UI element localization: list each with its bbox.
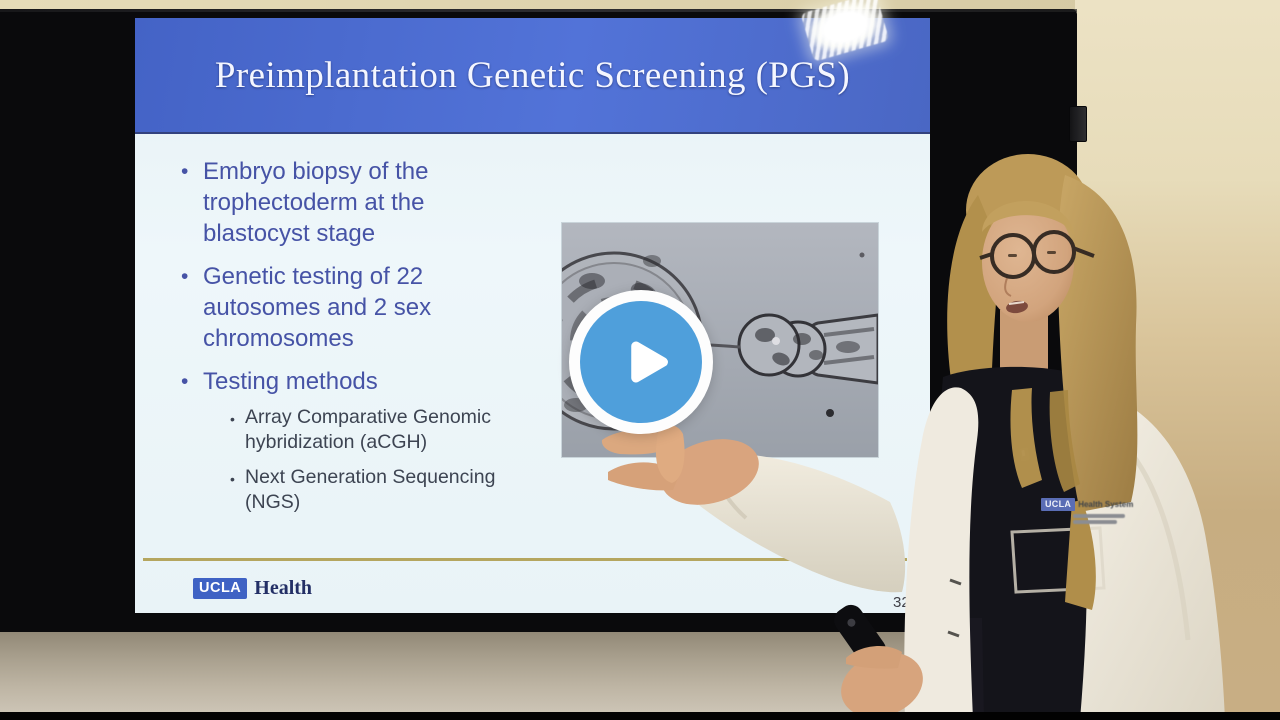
tv-bezel-highlight bbox=[0, 9, 1077, 12]
slide-divider-line bbox=[143, 558, 907, 561]
bullet-text: Embryo biopsy of the trophectoderm at th… bbox=[203, 158, 429, 247]
sub-bullet-marker: • bbox=[230, 471, 235, 487]
bullet-marker: • bbox=[181, 370, 189, 393]
tv-side-button bbox=[1069, 106, 1087, 142]
ucla-logo-text: Health bbox=[254, 577, 313, 599]
slide-title: Preimplantation Genetic Screening (PGS) bbox=[214, 54, 851, 96]
sub-bullet-item: • Array Comparative Genomic hybridizatio… bbox=[230, 405, 502, 455]
bullet-marker: • bbox=[181, 160, 189, 183]
badge-ucla-box: UCLA bbox=[1041, 498, 1076, 511]
play-button-circle bbox=[580, 301, 702, 423]
badge-name-line bbox=[1073, 514, 1125, 518]
sub-bullet-text: Array Comparative Genomic hybridization … bbox=[245, 406, 491, 453]
lab-coat-left bbox=[904, 387, 979, 720]
bullet-item: • Embryo biopsy of the trophectoderm at … bbox=[181, 156, 443, 249]
glasses bbox=[979, 230, 1095, 279]
sub-bullet-list: • Array Comparative Genomic hybridizatio… bbox=[230, 405, 495, 515]
presenter-pointing-hand bbox=[601, 425, 759, 505]
bullet-list: • Embryo biopsy of the trophectoderm at … bbox=[181, 156, 495, 525]
coat-buttons bbox=[947, 578, 962, 638]
presenter-coat-badge: UCLA Health System bbox=[1041, 498, 1151, 524]
sub-bullet-marker: • bbox=[230, 411, 235, 427]
biopsy-pipette bbox=[677, 252, 880, 417]
badge-dept-line bbox=[1073, 520, 1117, 524]
bullet-text: Genetic testing of 22 autosomes and 2 se… bbox=[203, 263, 432, 352]
play-icon bbox=[630, 341, 668, 383]
bullet-item: • Genetic testing of 22 autosomes and 2 … bbox=[181, 261, 443, 354]
letterbox-bottom-bar bbox=[0, 712, 1280, 720]
slide-footer-logo: UCLA Health bbox=[193, 577, 312, 600]
play-button[interactable] bbox=[569, 290, 713, 434]
presenter-remote-hand bbox=[834, 604, 923, 718]
bullet-marker: • bbox=[181, 265, 189, 288]
sub-bullet-item: • Next Generation Sequencing (NGS) bbox=[230, 465, 502, 515]
slide-title-banner: Preimplantation Genetic Screening (PGS) bbox=[135, 18, 930, 134]
presenter-figure bbox=[601, 154, 1225, 720]
ucla-logo-box: UCLA bbox=[193, 578, 248, 599]
bullet-item: • Testing methods bbox=[181, 366, 443, 397]
presenter-hair-front bbox=[1010, 175, 1138, 610]
badge-label: Health System bbox=[1078, 500, 1134, 509]
sub-bullet-text: Next Generation Sequencing (NGS) bbox=[245, 466, 496, 513]
bullet-text: Testing methods bbox=[203, 368, 378, 395]
presenter-neck bbox=[1000, 310, 1048, 384]
